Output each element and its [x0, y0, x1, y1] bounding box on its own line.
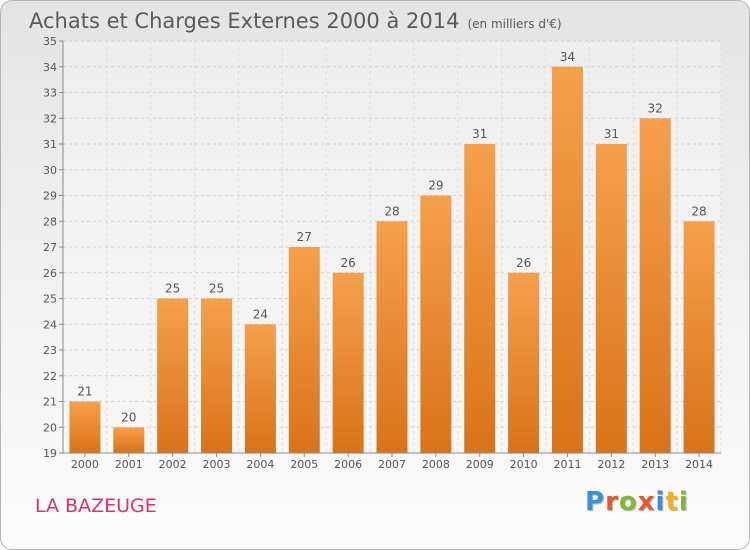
x-tick-label: 2002 — [159, 458, 187, 471]
bar-value-label: 26 — [516, 256, 531, 270]
brand-letter: t — [665, 487, 679, 517]
brand-letter: x — [637, 487, 656, 517]
bar-value-label: 20 — [121, 410, 136, 424]
bar — [201, 298, 233, 453]
x-tick-label: 2007 — [378, 458, 406, 471]
y-tick-label: 33 — [43, 87, 57, 100]
y-tick-label: 26 — [43, 267, 57, 280]
x-tick-label: 2009 — [466, 458, 494, 471]
bar — [464, 144, 496, 453]
y-tick-label: 25 — [43, 293, 57, 306]
y-tick-label: 24 — [43, 318, 57, 331]
bar — [113, 427, 145, 453]
brand-logo: Proxiti — [585, 487, 689, 517]
labels: 19 20 21 22 23 24 25 26 27 28 29 30 31 32 33 34 35 21 2000… — [43, 35, 713, 471]
x-tick-label: 2012 — [597, 458, 625, 471]
brand-letter: i — [678, 487, 689, 517]
brand-letter: r — [605, 487, 619, 517]
x-tick-label: 2010 — [510, 458, 538, 471]
y-tick-label: 22 — [43, 370, 57, 383]
y-tick-label: 28 — [43, 215, 57, 228]
brand-letter: o — [618, 487, 638, 517]
axes — [59, 40, 721, 457]
bar — [508, 272, 540, 453]
bars — [69, 66, 715, 453]
x-tick-label: 2006 — [334, 458, 362, 471]
bar-value-label: 26 — [340, 256, 355, 270]
bar-value-label: 27 — [297, 230, 312, 244]
bar-value-label: 29 — [428, 179, 443, 193]
y-tick-label: 29 — [43, 190, 57, 203]
bar — [157, 298, 189, 453]
x-tick-label: 2000 — [71, 458, 99, 471]
x-tick-label: 2004 — [246, 458, 274, 471]
bar-value-label: 28 — [384, 204, 399, 218]
bar — [595, 144, 627, 453]
bar — [288, 247, 320, 453]
bar — [639, 118, 671, 453]
commune-name: LA BAZEUGE — [35, 495, 157, 517]
bar-value-label: 34 — [560, 50, 575, 64]
y-tick-label: 19 — [43, 447, 57, 460]
bar — [683, 221, 715, 453]
y-tick-label: 21 — [43, 396, 57, 409]
title-text: Achats et Charges Externes 2000 à 2014 — [29, 9, 460, 33]
brand-letter: P — [585, 487, 606, 517]
x-tick-label: 2011 — [553, 458, 581, 471]
y-tick-label: 31 — [43, 138, 57, 151]
bar-value-label: 31 — [472, 127, 487, 141]
bar-value-label: 28 — [691, 204, 706, 218]
x-tick-label: 2001 — [115, 458, 143, 471]
bar-value-label: 32 — [648, 101, 663, 115]
x-tick-label: 2014 — [685, 458, 713, 471]
bar — [244, 324, 276, 453]
x-tick-label: 2013 — [641, 458, 669, 471]
bar-value-label: 25 — [165, 282, 180, 296]
bar — [551, 66, 583, 453]
y-tick-label: 23 — [43, 344, 57, 357]
y-tick-label: 30 — [43, 164, 57, 177]
bar-value-label: 24 — [253, 307, 268, 321]
bar — [69, 401, 101, 453]
bar — [332, 272, 364, 453]
bar-value-label: 25 — [209, 282, 224, 296]
x-tick-label: 2008 — [422, 458, 450, 471]
y-tick-label: 35 — [43, 35, 57, 48]
title-unit: (en milliers d'€) — [467, 17, 562, 31]
y-tick-label: 20 — [43, 421, 57, 434]
bar — [420, 195, 452, 453]
bar-value-label: 21 — [77, 385, 92, 399]
brand-letter: i — [655, 487, 666, 517]
bar — [376, 221, 408, 453]
y-tick-label: 27 — [43, 241, 57, 254]
y-tick-label: 32 — [43, 112, 57, 125]
x-tick-label: 2003 — [203, 458, 231, 471]
chart-title: Achats et Charges Externes 2000 à 2014 (e… — [29, 9, 562, 33]
bar-value-label: 31 — [604, 127, 619, 141]
y-tick-label: 34 — [43, 61, 57, 74]
x-tick-label: 2005 — [290, 458, 318, 471]
